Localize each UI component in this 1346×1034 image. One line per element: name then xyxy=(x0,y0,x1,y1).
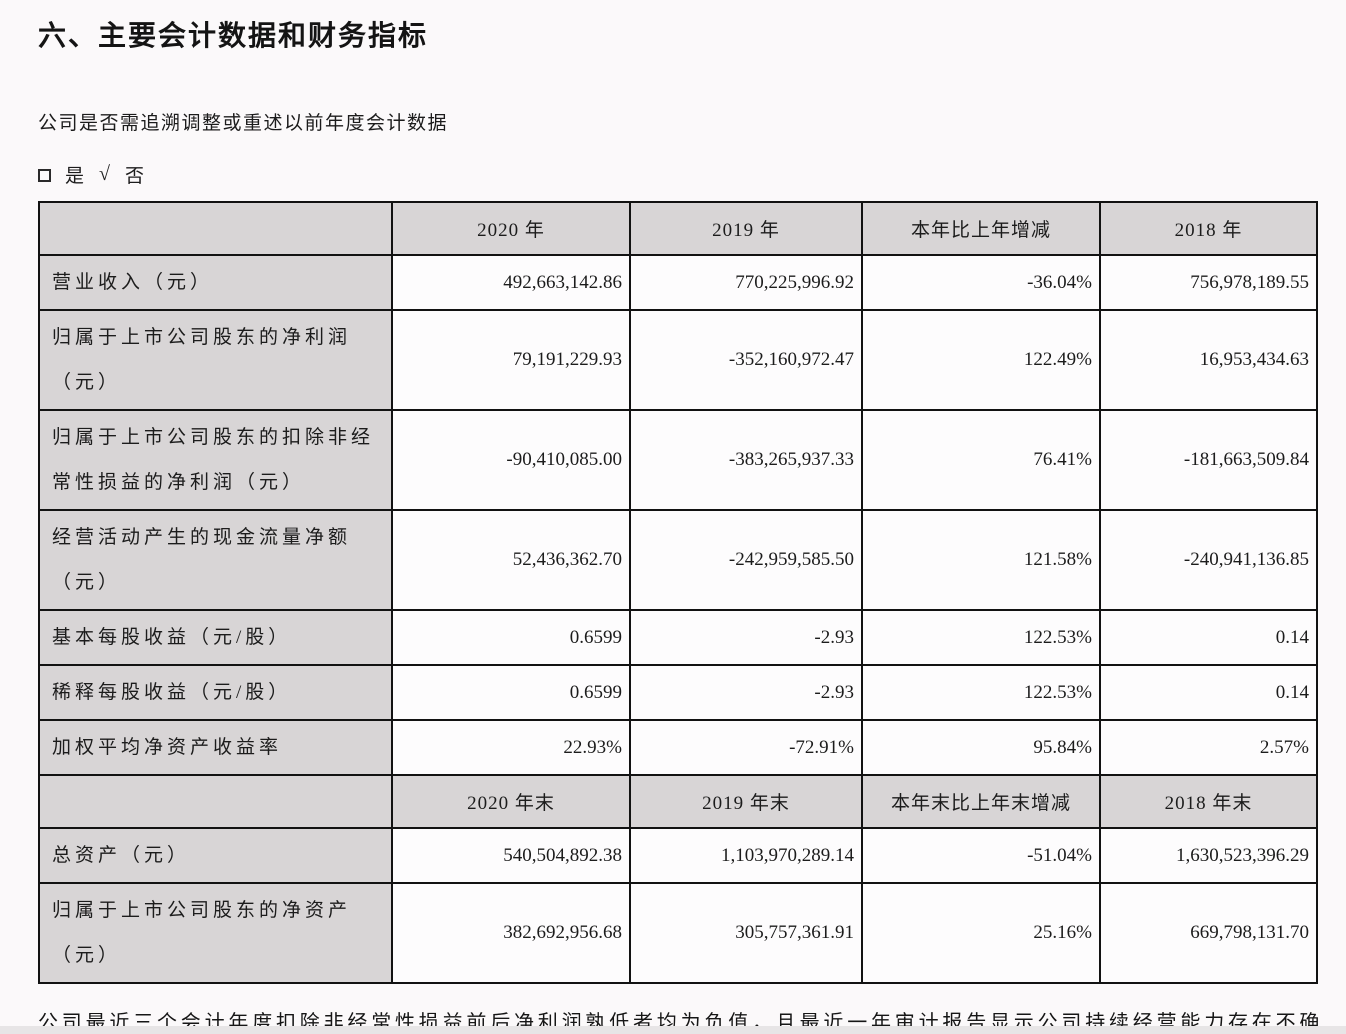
header-yearend-change: 本年末比上年末增减 xyxy=(861,774,1101,829)
header-2019-end: 2019 年末 xyxy=(629,774,863,829)
value-2019: -2.93 xyxy=(629,664,863,721)
value-2018: 1,630,523,396.29 xyxy=(1099,827,1318,884)
value-2020: 540,504,892.38 xyxy=(391,827,631,884)
row-label: 营业收入（元） xyxy=(38,254,393,311)
row-label: 稀释每股收益（元/股） xyxy=(38,664,393,721)
table-row-operating-cash-flow: 经营活动产生的现金流量净额（元） 52,436,362.70 -242,959,… xyxy=(38,509,1318,611)
value-2019: -383,265,937.33 xyxy=(629,409,863,511)
value-2019: 770,225,996.92 xyxy=(629,254,863,311)
value-change: -36.04% xyxy=(861,254,1101,311)
value-2020: -90,410,085.00 xyxy=(391,409,631,511)
bottom-edge-band xyxy=(0,1026,1346,1034)
value-2019: 1,103,970,289.14 xyxy=(629,827,863,884)
value-2019: -2.93 xyxy=(629,609,863,666)
value-2020: 79,191,229.93 xyxy=(391,309,631,411)
value-change: 95.84% xyxy=(861,719,1101,776)
table-row-diluted-eps: 稀释每股收益（元/股） 0.6599 -2.93 122.53% 0.14 xyxy=(38,664,1318,721)
table-row-weighted-avg-roe: 加权平均净资产收益率 22.93% -72.91% 95.84% 2.57% xyxy=(38,719,1318,776)
value-2019: 305,757,361.91 xyxy=(629,882,863,984)
value-change: -51.04% xyxy=(861,827,1101,884)
value-2018: 669,798,131.70 xyxy=(1099,882,1318,984)
value-2018: 0.14 xyxy=(1099,664,1318,721)
row-label: 总资产（元） xyxy=(38,827,393,884)
restatement-question: 公司是否需追溯调整或重述以前年度会计数据 xyxy=(38,113,449,134)
restatement-choice: 是 √ 否 xyxy=(38,161,1316,188)
value-2020: 382,692,956.68 xyxy=(391,882,631,984)
yes-label: 是 xyxy=(65,166,86,187)
header-2020: 2020 年 xyxy=(391,201,631,256)
financial-indicators-table: 2020 年 2019 年 本年比上年增减 2018 年 营业收入（元） 492… xyxy=(38,201,1318,984)
value-2018: 16,953,434.63 xyxy=(1099,309,1318,411)
row-label: 归属于上市公司股东的扣除非经常性损益的净利润（元） xyxy=(38,409,393,511)
value-2020: 492,663,142.86 xyxy=(391,254,631,311)
table-row-total-assets: 总资产（元） 540,504,892.38 1,103,970,289.14 -… xyxy=(38,827,1318,884)
header-2018: 2018 年 xyxy=(1099,201,1318,256)
table-row-revenue: 营业收入（元） 492,663,142.86 770,225,996.92 -3… xyxy=(38,254,1318,311)
value-change: 76.41% xyxy=(861,409,1101,511)
row-label: 加权平均净资产收益率 xyxy=(38,719,393,776)
value-2020: 0.6599 xyxy=(391,609,631,666)
value-2020: 22.93% xyxy=(391,719,631,776)
value-change: 122.53% xyxy=(861,609,1101,666)
value-2019: -242,959,585.50 xyxy=(629,509,863,611)
header-2019: 2019 年 xyxy=(629,201,863,256)
table-header-row-year: 2020 年 2019 年 本年比上年增减 2018 年 xyxy=(38,201,1318,256)
table-row-net-profit-excl-nonrecurring: 归属于上市公司股东的扣除非经常性损益的净利润（元） -90,410,085.00… xyxy=(38,409,1318,511)
value-2018: -181,663,509.84 xyxy=(1099,409,1318,511)
check-mark-icon: √ xyxy=(99,163,111,185)
header-2018-end: 2018 年末 xyxy=(1099,774,1318,829)
row-label: 归属于上市公司股东的净利润（元） xyxy=(38,309,393,411)
value-2018: 0.14 xyxy=(1099,609,1318,666)
table-row-net-profit: 归属于上市公司股东的净利润（元） 79,191,229.93 -352,160,… xyxy=(38,309,1318,411)
no-label: 否 xyxy=(125,166,146,187)
table-row-net-assets: 归属于上市公司股东的净资产（元） 382,692,956.68 305,757,… xyxy=(38,882,1318,984)
value-2020: 52,436,362.70 xyxy=(391,509,631,611)
checkbox-unchecked-icon xyxy=(38,169,51,182)
header-2020-end: 2020 年末 xyxy=(391,774,631,829)
header-yoy-change: 本年比上年增减 xyxy=(861,201,1101,256)
value-2018: 756,978,189.55 xyxy=(1099,254,1318,311)
header-empty-cell xyxy=(38,201,393,256)
value-2018: -240,941,136.85 xyxy=(1099,509,1318,611)
value-2019: -352,160,972.47 xyxy=(629,309,863,411)
value-2018: 2.57% xyxy=(1099,719,1318,776)
value-change: 25.16% xyxy=(861,882,1101,984)
section-title: 六、主要会计数据和财务指标 xyxy=(38,21,429,52)
value-2020: 0.6599 xyxy=(391,664,631,721)
header-empty-cell xyxy=(38,774,393,829)
table-header-row-yearend: 2020 年末 2019 年末 本年末比上年末增减 2018 年末 xyxy=(38,774,1318,829)
row-label: 经营活动产生的现金流量净额（元） xyxy=(38,509,393,611)
row-label: 归属于上市公司股东的净资产（元） xyxy=(38,882,393,984)
value-change: 121.58% xyxy=(861,509,1101,611)
value-change: 122.49% xyxy=(861,309,1101,411)
value-2019: -72.91% xyxy=(629,719,863,776)
value-change: 122.53% xyxy=(861,664,1101,721)
row-label: 基本每股收益（元/股） xyxy=(38,609,393,666)
table-row-basic-eps: 基本每股收益（元/股） 0.6599 -2.93 122.53% 0.14 xyxy=(38,609,1318,666)
